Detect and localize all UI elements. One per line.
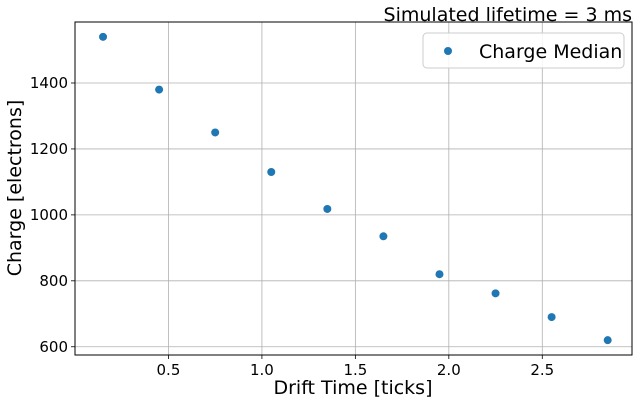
y-tick-label: 1000 (30, 206, 68, 224)
data-points (99, 32, 612, 345)
chart-title: Simulated lifetime = 3 ms (384, 4, 632, 26)
y-tick-label: 1400 (30, 74, 68, 92)
axis-ticks: 0.5 1.0 1.5 2.0 2.5 600 800 1000 1200 1400 (30, 74, 554, 379)
x-axis-title: Drift Time [ticks] (273, 377, 432, 399)
y-tick-label: 800 (39, 272, 68, 290)
data-point (267, 168, 276, 177)
legend-marker (444, 47, 452, 55)
x-tick-label: 1.0 (250, 361, 274, 379)
legend-label: Charge Median (479, 41, 622, 63)
x-tick-label: 0.5 (157, 361, 181, 379)
y-tick-label: 600 (39, 338, 68, 356)
grid-lines (75, 22, 632, 355)
data-point (547, 313, 556, 322)
y-tick-label: 1200 (30, 140, 68, 158)
data-point (155, 85, 164, 94)
data-point (99, 32, 108, 41)
y-axis-title: Charge [electrons] (4, 100, 26, 277)
legend: Charge Median (422, 32, 625, 69)
legend-box (422, 32, 625, 69)
plot-frame (74, 21, 633, 356)
x-tick-label: 2.0 (437, 361, 461, 379)
data-point (603, 336, 612, 345)
data-point (379, 232, 388, 241)
data-point (435, 270, 444, 279)
data-point (211, 128, 220, 137)
data-point (491, 289, 500, 298)
x-tick-label: 2.5 (530, 361, 554, 379)
data-point (323, 204, 332, 213)
x-tick-label: 1.5 (343, 361, 367, 379)
